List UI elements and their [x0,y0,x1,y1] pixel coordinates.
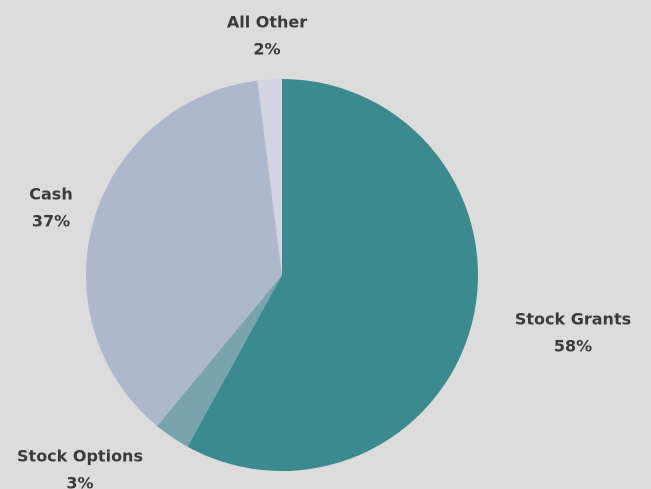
slice-label: All Other [227,13,307,32]
slice-value-label: 37% [32,212,70,231]
pie-slice [85,80,282,427]
pie-slice [257,79,282,275]
slice-value-label: 58% [554,337,592,356]
slice-label: Cash [29,185,72,204]
pie-slice [157,275,282,447]
slice-label: Stock Grants [515,310,631,329]
pie-slice [187,79,478,471]
slice-label: Stock Options [17,447,143,466]
slice-value-label: 2% [253,40,280,59]
slice-value-label: 3% [66,474,93,489]
